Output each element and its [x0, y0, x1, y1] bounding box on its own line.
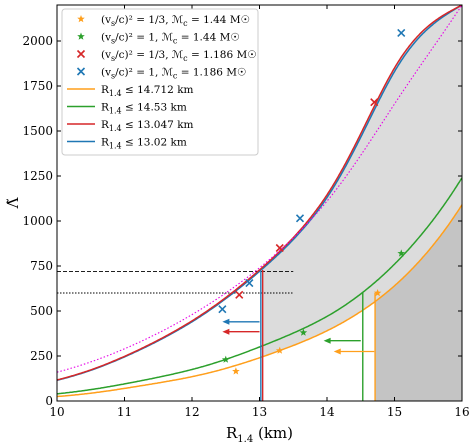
x-axis-title-main: R [226, 424, 238, 442]
point-x-4-2 [245, 279, 254, 288]
curve-2 [57, 5, 462, 381]
constraint-arrow-head-2 [222, 328, 230, 335]
y-tick-label: 500 [30, 304, 53, 318]
y-tick-label: 1250 [22, 169, 53, 183]
constraint-arrow-head-3 [323, 337, 331, 344]
x-tick-label: 16 [454, 405, 469, 419]
y-axis-title: Λ̃ [4, 197, 22, 209]
x-axis-title-unit: (km) [253, 424, 293, 442]
reference-lines [57, 270, 294, 294]
legend-star-marker [77, 32, 85, 40]
point-x-4-3 [295, 214, 305, 223]
y-tick-label: 2000 [22, 34, 53, 48]
legend-label: (vs/c)² = 1, ℳc = 1.44 M☉ [101, 32, 240, 46]
legend-entry: R1.4 ≤ 13.047 km [67, 119, 194, 133]
legend-label: (vs/c)² = 1/3, ℳc = 1.44 M☉ [101, 14, 250, 28]
y-tick-label: 0 [45, 394, 53, 408]
legend-entry: R1.4 ≤ 14.712 km [67, 84, 194, 98]
legend-x-marker [76, 49, 86, 59]
x-axis-title-sub: 1.4 [237, 434, 253, 445]
y-tick-label: 1750 [22, 79, 53, 93]
legend-label: R1.4 ≤ 13.02 km [101, 137, 187, 151]
point-star-1-1 [232, 367, 240, 375]
y-tick-label: 750 [30, 259, 53, 273]
x-tick-label: 11 [117, 405, 132, 419]
y-tick-label: 250 [30, 349, 53, 363]
constraint-arrow-head-1 [222, 318, 230, 325]
x-tick-label: 14 [319, 405, 335, 419]
legend-entry: R1.4 ≤ 13.02 km [67, 137, 187, 151]
point-star-1-3 [373, 289, 382, 297]
x-tick-label: 10 [49, 405, 64, 419]
x-axis-title: R1.4 (km) [226, 424, 293, 445]
curves [57, 5, 462, 398]
legend-entry: (vs/c)² = 1, ℳc = 1.186 M☉ [76, 67, 246, 81]
point-star-2-3 [397, 249, 406, 257]
shaded-region-2 [375, 205, 462, 401]
legend-entry: (vs/c)² = 1/3, ℳc = 1.44 M☉ [77, 14, 250, 28]
curve-4 [57, 204, 462, 398]
constraint-arrow-head-4 [333, 348, 341, 355]
legend-box [61, 8, 259, 156]
legend: (vs/c)² = 1/3, ℳc = 1.44 M☉ (vs/c)² = 1, … [61, 8, 259, 156]
legend-label: (vs/c)² = 1/3, ℳc = 1.186 M☉ [101, 49, 257, 63]
legend-label: R1.4 ≤ 14.53 km [101, 102, 187, 116]
point-x-3-2 [275, 243, 284, 253]
point-star-2-2 [299, 328, 308, 336]
legend-label: R1.4 ≤ 13.047 km [101, 119, 194, 133]
legend-label: (vs/c)² = 1, ℳc = 1.186 M☉ [101, 67, 246, 81]
x-tick-label: 13 [252, 405, 267, 419]
point-x-3-1 [235, 290, 244, 299]
legend-entry: (vs/c)² = 1/3, ℳc = 1.186 M☉ [76, 49, 257, 63]
point-x-3-3 [370, 98, 379, 107]
data-points [218, 28, 406, 375]
point-x-4-1 [218, 305, 227, 314]
curve-3 [57, 177, 462, 395]
x-tick-label: 12 [184, 405, 199, 419]
y-tick-label: 1500 [22, 124, 53, 138]
legend-star-marker [77, 15, 85, 23]
legend-entry: R1.4 ≤ 14.53 km [67, 102, 187, 116]
legend-label: R1.4 ≤ 14.712 km [101, 84, 194, 98]
point-x-4-4 [397, 28, 406, 37]
axis-ticks: 10 11 12 13 14 15 16 0 250 500 750 1000 1250 1500 1750… [22, 5, 470, 419]
legend-entry: (vs/c)² = 1, ℳc = 1.44 M☉ [77, 32, 240, 46]
y-tick-label: 1000 [22, 214, 53, 228]
radius-constraints [222, 269, 376, 401]
x-tick-label: 15 [387, 405, 402, 419]
point-star-1-2 [275, 346, 284, 354]
legend-x-marker [76, 67, 86, 76]
point-star-2-1 [221, 355, 230, 363]
